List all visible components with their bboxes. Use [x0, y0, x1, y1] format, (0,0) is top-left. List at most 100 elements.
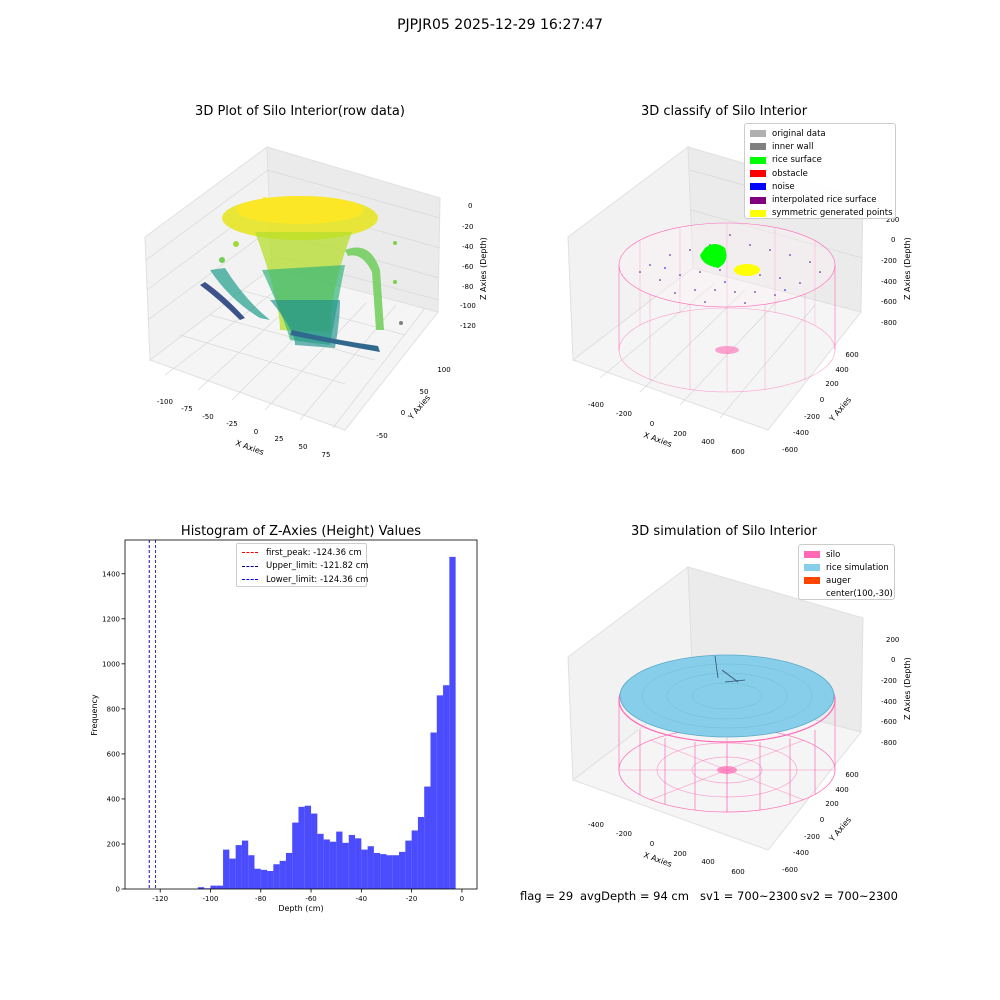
cls-xtick: 200 — [673, 430, 686, 438]
histogram-bar — [443, 685, 450, 889]
cls-ytick: 200 — [825, 380, 838, 388]
cls-ztick: 0 — [891, 236, 895, 244]
legend-line — [242, 579, 258, 581]
cls-xtick: 0 — [650, 420, 654, 428]
histogram-bar — [424, 786, 431, 889]
raw-ztick: 0 — [468, 202, 472, 210]
legend-swatch — [750, 143, 766, 151]
histogram-bar — [254, 868, 261, 889]
flag-text: flag = 29 — [520, 889, 574, 903]
raw-xtick: -100 — [157, 398, 173, 406]
histogram-chart: -120 -100 -80 -60 -40 -20 0 0 200 400 600 800 1000 1… — [90, 539, 478, 913]
raw-ztick: -80 — [462, 283, 473, 291]
histogram-xtick-label: 0 — [460, 895, 464, 903]
sv2-text: sv2 = 700~2300 — [800, 889, 898, 903]
histogram-ytick-label: 1000 — [102, 660, 120, 668]
histogram-ytick-label: 1400 — [102, 570, 120, 578]
classify-plot-title: 3D classify of Silo Interior — [640, 104, 808, 119]
raw-ytick: 50 — [420, 388, 429, 396]
legend-swatch — [750, 156, 766, 164]
legend-swatch — [804, 590, 820, 597]
legend-item: original data — [750, 127, 890, 140]
cls-ytick: -200 — [804, 413, 820, 421]
histogram-bar — [267, 870, 274, 889]
histogram-bar — [311, 813, 318, 889]
histogram-bar — [229, 858, 236, 889]
histogram-bar — [216, 885, 224, 889]
histogram-bar — [329, 841, 337, 889]
histogram-bar — [399, 851, 406, 889]
legend-label: Upper_limit: -121.82 cm — [266, 561, 369, 572]
legend-item: center(100,-30) — [804, 587, 893, 600]
histogram-bar — [273, 864, 280, 889]
sim-ylabel: Y Axies — [827, 815, 853, 844]
legend-label: rice surface — [772, 155, 822, 166]
histogram-xtick-label: -60 — [305, 895, 316, 903]
sim-ztick: -200 — [881, 677, 897, 685]
cls-ytick: 600 — [845, 351, 858, 359]
cls-xtick: 600 — [731, 448, 744, 456]
legend-label: first_peak: -124.36 cm — [266, 547, 362, 558]
raw-point-cloud — [200, 196, 403, 352]
sim-xtick: -400 — [588, 821, 604, 829]
legend-swatch — [804, 564, 820, 571]
legend-label: silo — [826, 549, 841, 560]
histogram-legend: first_peak: -124.36 cm Upper_limit: -121… — [236, 543, 369, 587]
sv1-text: sv1 = 700~2300 — [700, 889, 798, 903]
histogram-ytick-label: 800 — [107, 705, 120, 713]
raw-xtick: -50 — [202, 413, 213, 421]
legend-item: silo — [804, 548, 889, 561]
histogram-bar — [367, 846, 374, 889]
cls-ztick: -200 — [881, 257, 897, 265]
legend-swatch — [750, 209, 766, 217]
legend-label: auger — [826, 575, 851, 586]
histogram-bar — [241, 840, 249, 889]
raw-ztick: -60 — [462, 263, 473, 271]
histogram-bar — [317, 833, 324, 889]
raw-ztick: -120 — [460, 322, 476, 330]
sim-ztick: -600 — [881, 718, 897, 726]
symmetric-points-cluster — [734, 264, 760, 276]
histogram-bar — [342, 842, 349, 889]
legend-line — [242, 565, 258, 567]
histogram-ytick-label: 600 — [107, 750, 120, 758]
simulation-3d-plot: -400 -200 0 200 400 600 -600 -400 -200 0… — [567, 566, 912, 876]
rice-surface-cluster — [700, 244, 727, 268]
histogram-xtick-label: -40 — [356, 895, 367, 903]
raw-ytick: 0 — [401, 409, 405, 417]
histogram-ytick-label: 1200 — [102, 615, 120, 623]
raw-ztick: -40 — [462, 243, 473, 251]
raw-ztick: -20 — [462, 223, 473, 231]
raw-xtick: 0 — [254, 428, 258, 436]
legend-item: Lower_limit: -124.36 cm — [242, 573, 368, 587]
sim-xtick: 200 — [673, 850, 686, 858]
histogram-bar — [279, 860, 286, 889]
histogram-title: Histogram of Z-Axies (Height) Values — [180, 524, 422, 539]
histogram-bar — [361, 849, 368, 889]
legend-item: rice simulation — [804, 561, 889, 574]
sim-ytick: 0 — [820, 816, 824, 824]
histogram-frame — [124, 539, 478, 890]
legend-line — [242, 552, 258, 554]
raw-ytick: -50 — [376, 432, 387, 440]
sim-xtick: -200 — [616, 830, 632, 838]
histogram-bar — [380, 854, 387, 889]
simulation-plot-title: 3D simulation of Silo Interior — [631, 524, 817, 539]
raw-xtick: -25 — [226, 420, 237, 428]
histogram-bar — [304, 805, 312, 889]
legend-label: center(100,-30) — [826, 588, 893, 599]
sim-zlabel: Z Axies (Depth) — [903, 657, 912, 720]
histogram-bar — [223, 849, 230, 889]
legend-item: first_peak: -124.36 cm — [242, 546, 362, 560]
histogram-ytick-label: 0 — [116, 886, 120, 894]
cls-ztick: -400 — [881, 278, 897, 286]
legend-item: noise — [750, 180, 890, 193]
histogram-bar — [298, 806, 305, 889]
raw-ylabel: Y Axies — [406, 393, 432, 422]
cls-ytick: -400 — [793, 429, 809, 437]
legend-swatch — [750, 196, 766, 204]
histogram-bar — [405, 840, 412, 889]
histogram-bar — [235, 845, 242, 889]
silo-wireframe — [618, 222, 836, 393]
histogram-xlabel: Depth (cm) — [278, 904, 323, 913]
